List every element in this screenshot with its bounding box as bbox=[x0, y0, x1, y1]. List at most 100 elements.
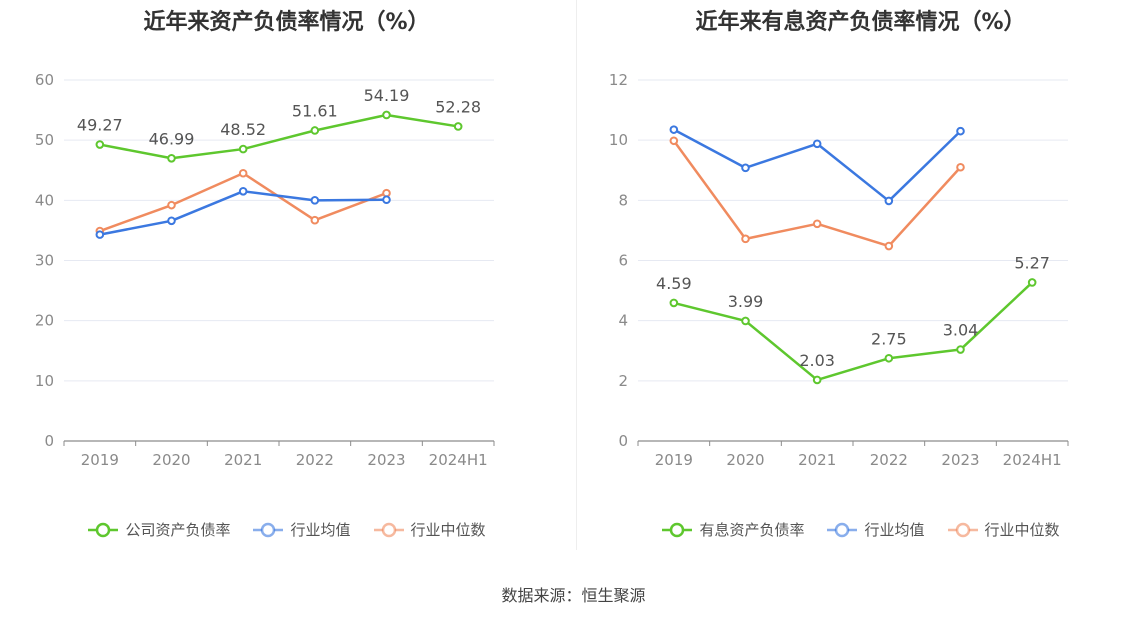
data-point bbox=[95, 230, 105, 239]
data-point bbox=[741, 234, 750, 244]
legend-label: 有息资产负债率 bbox=[699, 521, 805, 539]
x-tick-label: 2024H1 bbox=[429, 451, 488, 469]
x-tick-label: 2022 bbox=[870, 451, 908, 469]
data-point bbox=[1027, 278, 1037, 287]
x-tick-label: 2021 bbox=[224, 451, 262, 469]
x-tick-label: 2020 bbox=[726, 451, 764, 469]
data-label: 46.99 bbox=[149, 129, 195, 148]
legend-item[interactable]: 行业均值 bbox=[252, 519, 351, 540]
data-point bbox=[238, 144, 248, 154]
legend-marker bbox=[835, 522, 850, 537]
y-tick-label: 6 bbox=[618, 252, 628, 270]
series-line bbox=[673, 281, 1034, 382]
data-point bbox=[382, 110, 391, 120]
x-tick-label: 2019 bbox=[81, 451, 119, 469]
data-point bbox=[812, 375, 822, 385]
data-point bbox=[884, 196, 894, 206]
legend-item[interactable]: 行业中位数 bbox=[373, 519, 486, 540]
data-point bbox=[669, 298, 679, 308]
data-point bbox=[95, 140, 105, 149]
x-tick-label: 2023 bbox=[367, 451, 405, 469]
y-tick-label: 40 bbox=[35, 191, 54, 209]
legend-marker bbox=[670, 522, 685, 537]
data-point bbox=[956, 162, 965, 172]
y-tick-label: 10 bbox=[609, 131, 628, 149]
x-tick-label: 2020 bbox=[152, 451, 190, 469]
data-point bbox=[238, 187, 248, 196]
legend-marker bbox=[96, 522, 111, 537]
y-tick-label: 20 bbox=[35, 312, 54, 330]
legend-swatch-icon bbox=[253, 522, 284, 537]
legend-marker bbox=[261, 522, 276, 537]
x-tick-label: 2021 bbox=[798, 451, 836, 469]
chart-legend: 公司资产负债率 行业均值 行业中位数 bbox=[0, 519, 573, 540]
data-point bbox=[884, 353, 894, 363]
x-tick-label: 2022 bbox=[296, 451, 334, 469]
legend-label: 公司资产负债率 bbox=[125, 521, 231, 539]
data-label: 51.61 bbox=[292, 101, 338, 120]
legend-marker bbox=[381, 522, 396, 537]
data-label: 4.59 bbox=[656, 274, 692, 293]
data-label: 3.99 bbox=[728, 292, 764, 311]
series-line bbox=[99, 172, 387, 233]
series-line bbox=[672, 140, 962, 248]
y-tick-label: 60 bbox=[35, 71, 54, 89]
data-label: 2.75 bbox=[871, 329, 907, 348]
y-tick-label: 4 bbox=[618, 312, 628, 330]
chart-debt-ratio: 近年来资产负债率情况（%） 0 10 20 30 40 50 60 2019 2020 2021 2… bbox=[0, 0, 573, 560]
data-point bbox=[956, 345, 965, 354]
chart-title: 近年来有息资产负债率情况（%） bbox=[695, 10, 1026, 35]
legend-item[interactable]: 有息资产负债率 bbox=[661, 519, 804, 540]
legend-label: 行业均值 bbox=[864, 521, 925, 539]
chart-plot: 0 2 4 6 8 10 12 2019 2020 2021 2022 2023 2024H1 4.59 3… bbox=[609, 71, 1069, 469]
legend-item[interactable]: 行业中位数 bbox=[947, 519, 1060, 540]
data-label: 52.28 bbox=[435, 97, 481, 116]
y-tick-label: 0 bbox=[618, 432, 628, 450]
data-point bbox=[741, 316, 750, 326]
legend-swatch-icon bbox=[373, 522, 404, 537]
chart-legend: 有息资产负债率 行业均值 行业中位数 bbox=[574, 519, 1147, 540]
data-point bbox=[310, 196, 320, 205]
data-point bbox=[669, 125, 679, 134]
legend-marker bbox=[955, 522, 970, 537]
chart-interest-debt-ratio: 近年来有息资产负债率情况（%） 0 2 4 6 8 10 12 2019 2020 2021 202… bbox=[574, 0, 1147, 560]
legend-swatch-icon bbox=[662, 522, 693, 537]
data-label: 3.04 bbox=[943, 321, 979, 340]
legend-label: 行业中位数 bbox=[410, 521, 486, 539]
data-point bbox=[884, 241, 894, 251]
legend-item[interactable]: 行业均值 bbox=[826, 519, 925, 540]
y-tick-label: 50 bbox=[35, 131, 54, 149]
data-label: 2.03 bbox=[799, 351, 835, 370]
data-point bbox=[238, 168, 248, 178]
chart-plot: 0 10 20 30 40 50 60 2019 2020 2021 2022 2023 2024H1 4… bbox=[35, 71, 495, 469]
series-line bbox=[99, 113, 459, 160]
data-point bbox=[310, 126, 320, 135]
x-tick-label: 2023 bbox=[941, 451, 979, 469]
data-label: 5.27 bbox=[1014, 253, 1050, 272]
x-tick-label: 2019 bbox=[655, 451, 693, 469]
data-point bbox=[167, 216, 176, 226]
y-tick-label: 30 bbox=[35, 252, 54, 270]
data-point bbox=[812, 139, 822, 149]
data-point bbox=[812, 219, 822, 229]
data-point bbox=[956, 126, 965, 136]
legend-swatch-icon bbox=[947, 522, 978, 537]
legend-item[interactable]: 公司资产负债率 bbox=[87, 519, 230, 540]
data-point bbox=[669, 136, 679, 146]
x-tick-label: 2024H1 bbox=[1003, 451, 1062, 469]
data-point bbox=[167, 153, 176, 163]
series-line bbox=[99, 190, 387, 236]
data-point bbox=[741, 163, 750, 173]
data-label: 54.19 bbox=[364, 86, 410, 105]
data-point bbox=[382, 195, 391, 205]
data-point bbox=[382, 188, 391, 198]
data-point bbox=[453, 122, 463, 131]
data-point bbox=[310, 215, 320, 225]
legend-swatch-icon bbox=[88, 522, 119, 537]
legend-label: 行业均值 bbox=[290, 521, 351, 539]
y-tick-label: 2 bbox=[618, 372, 628, 390]
y-tick-label: 0 bbox=[44, 432, 54, 450]
legend-label: 行业中位数 bbox=[984, 521, 1060, 539]
data-label: 49.27 bbox=[77, 116, 123, 135]
y-tick-label: 8 bbox=[618, 191, 628, 209]
